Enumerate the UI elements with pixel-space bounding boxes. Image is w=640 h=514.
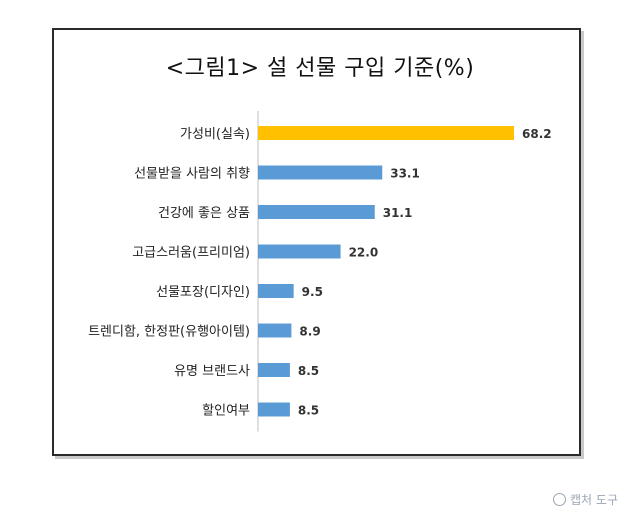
- data-label: 9.5: [302, 285, 323, 299]
- chart-frame: [52, 28, 581, 456]
- data-label: 22.0: [349, 246, 379, 260]
- capture-tool-icon: [553, 493, 567, 506]
- category-label: 할인여부: [202, 404, 250, 419]
- data-label: 8.5: [298, 404, 319, 418]
- category-label: 선물받을 사람의 취향: [134, 167, 250, 182]
- category-label: 유명 브랜드사: [174, 364, 250, 379]
- chart-title: <그림1> 설 선물 구입 기준(%): [165, 56, 475, 81]
- bar: [258, 126, 514, 140]
- data-label: 8.5: [298, 364, 319, 378]
- data-label: 68.2: [522, 127, 552, 141]
- bar: [258, 323, 292, 338]
- data-label: 8.9: [299, 325, 320, 339]
- bar: [258, 363, 290, 377]
- data-label: 31.1: [383, 206, 413, 220]
- bar: [258, 402, 290, 417]
- bar: [258, 244, 341, 259]
- category-label: 고급스러움(프리미엄): [132, 246, 250, 261]
- watermark: 캡처 도구: [553, 491, 618, 508]
- category-label: 건강에 좋은 상품: [158, 206, 250, 221]
- category-label: 선물포장(디자인): [156, 285, 250, 300]
- bar: [258, 284, 294, 298]
- watermark-text: 캡처 도구: [570, 493, 618, 507]
- bar: [258, 165, 383, 180]
- category-label: 가성비(실속): [180, 127, 250, 142]
- data-label: 33.1: [390, 167, 420, 181]
- bar: [258, 205, 375, 219]
- category-label: 트렌디함, 한정판(유행아이템): [88, 324, 250, 340]
